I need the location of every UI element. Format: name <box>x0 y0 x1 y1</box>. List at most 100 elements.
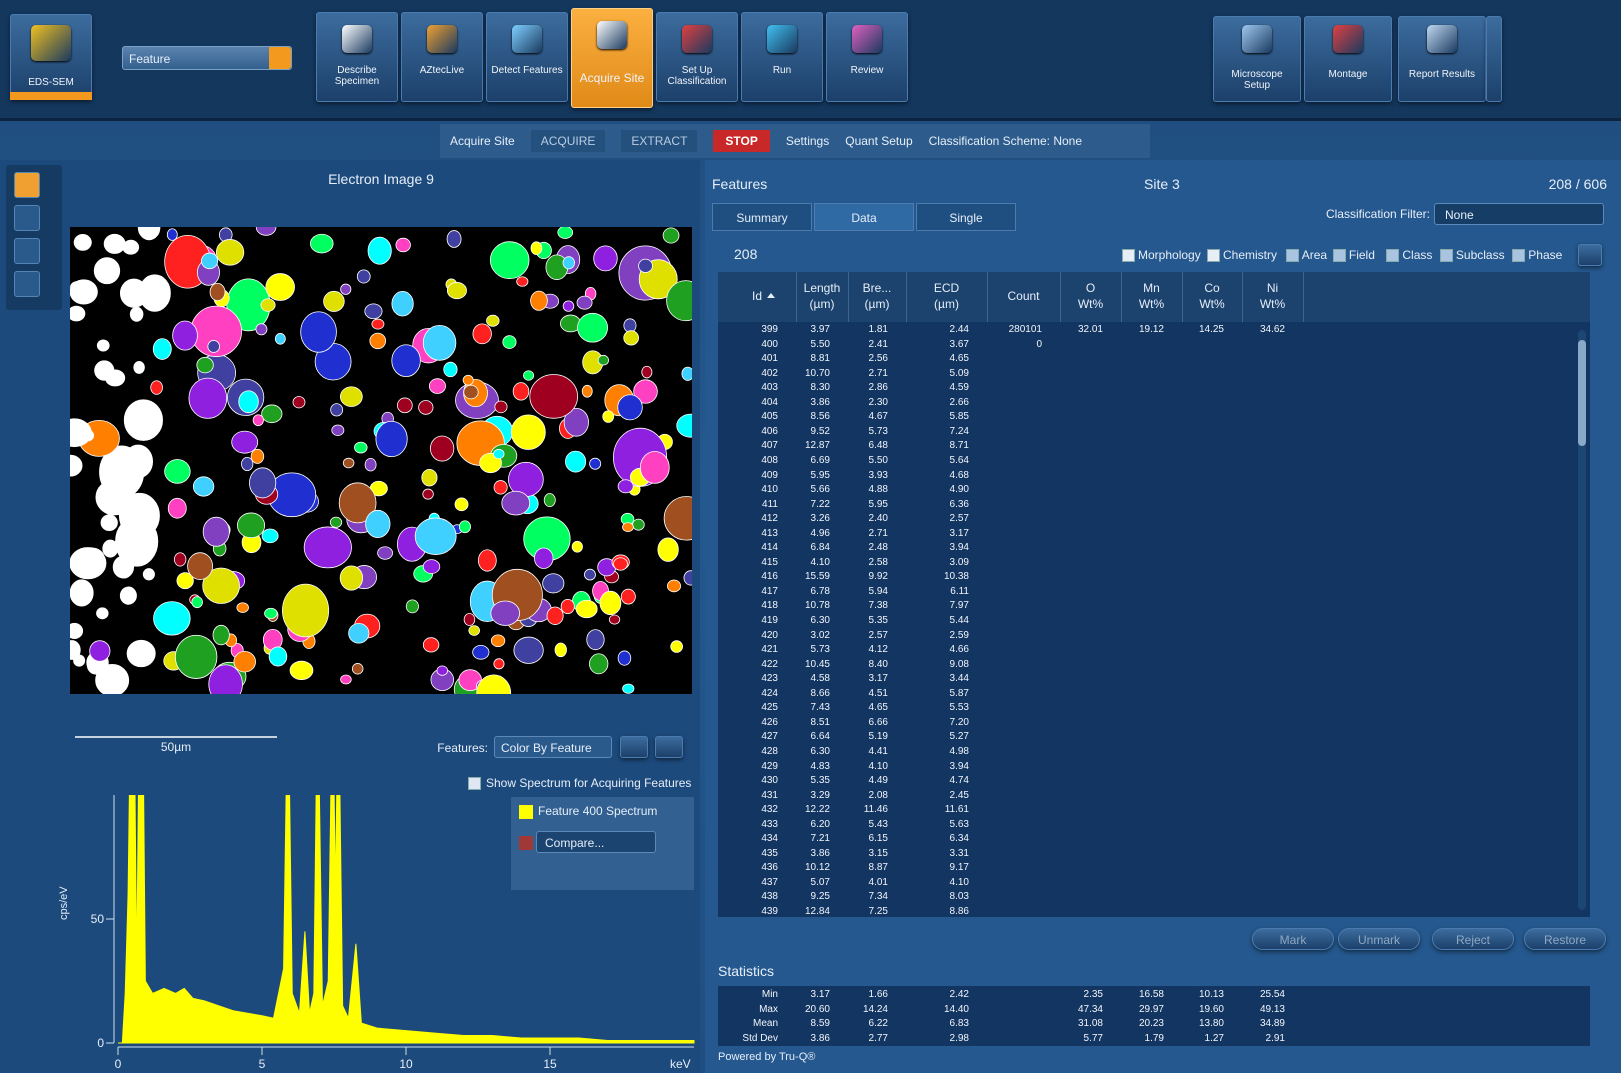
filter-dropdown[interactable]: None <box>1434 203 1604 225</box>
table-cell: 9.52 <box>810 425 830 437</box>
table-cell: 9.92 <box>868 571 888 583</box>
table-cell: 2.66 <box>949 396 969 408</box>
statistics-label: Std Dev <box>742 1032 778 1044</box>
compare-dropdown[interactable]: Compare... <box>536 831 656 853</box>
tab[interactable]: Data <box>814 203 914 231</box>
action-button[interactable]: Mark <box>1252 928 1334 950</box>
table-cell: 433 <box>761 818 778 830</box>
statistics-value: 49.13 <box>1259 1003 1285 1015</box>
workflow-step[interactable]: Describe Specimen <box>316 12 398 102</box>
particle <box>571 540 583 553</box>
particle <box>196 356 214 374</box>
toggle-checkbox[interactable] <box>1122 249 1135 262</box>
workflow-step[interactable]: Acquire Site <box>571 8 653 108</box>
workflow-step[interactable]: Run <box>741 12 823 102</box>
column-title[interactable]: O <box>1085 281 1096 295</box>
column-title[interactable]: Co <box>1204 281 1220 295</box>
particle <box>233 651 256 673</box>
toggle-checkbox[interactable] <box>1512 249 1526 262</box>
particle <box>209 282 226 302</box>
action-button[interactable]: Unmark <box>1338 928 1420 950</box>
particle <box>565 450 587 473</box>
column-title[interactable]: Bre... <box>862 281 892 295</box>
particle <box>255 227 277 236</box>
workflow-step[interactable]: Detect Features <box>486 12 568 102</box>
particle <box>342 457 355 469</box>
particle <box>599 590 622 616</box>
column-title[interactable]: Mn <box>1143 281 1160 295</box>
workflow-step[interactable]: AZtecLive <box>401 12 483 102</box>
column-title[interactable]: Length <box>803 281 841 295</box>
color-mode-dropdown[interactable]: Color By Feature <box>494 736 612 758</box>
particle <box>576 295 593 310</box>
action-button[interactable]: Reject <box>1432 928 1514 950</box>
statistics-value: 1.79 <box>1144 1032 1164 1044</box>
table-cell: 4.49 <box>868 775 888 787</box>
workflow-dropdown[interactable]: Feature <box>122 46 292 70</box>
particle <box>261 404 283 424</box>
view-tool[interactable] <box>14 172 40 198</box>
edit-button[interactable] <box>1578 244 1602 266</box>
column-title[interactable]: Count <box>1007 289 1040 303</box>
view-tool[interactable] <box>14 271 40 297</box>
toggle-label: Phase <box>1528 248 1563 262</box>
particle <box>365 509 391 538</box>
table-cell: 2.57 <box>949 513 969 525</box>
step-label: Describe Specimen <box>334 65 380 87</box>
table-cell: 8.71 <box>949 440 969 452</box>
table-cell: 400 <box>761 338 778 350</box>
spectrum-checkbox[interactable] <box>468 777 481 790</box>
particle <box>331 424 345 436</box>
action-stop[interactable]: STOP <box>713 130 770 152</box>
table-cell: 8.86 <box>949 906 969 917</box>
table-cell: 4.10 <box>810 556 830 568</box>
tool-button[interactable]: Report Results <box>1398 16 1486 102</box>
table-cell: 9.25 <box>810 891 830 903</box>
table-cell: 7.34 <box>868 891 888 903</box>
action-settings[interactable]: Settings <box>785 134 830 148</box>
particle <box>93 257 121 285</box>
particle <box>119 586 137 605</box>
table-cell: 6.64 <box>810 731 830 743</box>
action-quant-setup[interactable]: Quant Setup <box>845 134 913 148</box>
workflow-step[interactable]: Review <box>826 12 908 102</box>
toggle-checkbox[interactable] <box>1439 249 1453 262</box>
particle <box>192 476 215 497</box>
tools-menu[interactable] <box>1486 16 1502 102</box>
particle <box>428 378 446 394</box>
toggle-checkbox[interactable] <box>1285 249 1299 262</box>
particle <box>557 227 574 239</box>
table-cell: 10.45 <box>804 658 830 670</box>
action-button[interactable]: Restore <box>1524 928 1606 950</box>
particle <box>633 379 658 404</box>
column-title[interactable]: ECD <box>933 281 960 295</box>
particle <box>238 390 259 414</box>
column-title[interactable]: Id <box>751 289 762 303</box>
statistics-value: 1.66 <box>868 989 888 1000</box>
particle <box>70 579 94 607</box>
particle <box>173 552 187 567</box>
particle <box>513 636 544 664</box>
statistics-value: 20.60 <box>804 1003 830 1015</box>
toggle-checkbox[interactable] <box>1386 249 1400 262</box>
particle <box>414 517 457 555</box>
display-button[interactable] <box>620 736 648 758</box>
statistics-value: 14.24 <box>862 1003 888 1015</box>
toggle-checkbox[interactable] <box>1207 249 1220 262</box>
tool-button[interactable]: Microscope Setup <box>1213 16 1301 102</box>
action-acquire[interactable]: ACQUIRE <box>530 130 606 152</box>
column-title[interactable]: Ni <box>1266 281 1279 295</box>
tab[interactable]: Summary <box>712 203 812 231</box>
mode-button[interactable]: EDS-SEM <box>10 14 92 100</box>
view-tool[interactable] <box>14 238 40 264</box>
particle <box>670 640 683 653</box>
tab[interactable]: Single <box>916 203 1016 231</box>
workflow-step[interactable]: Set Up Classification <box>656 12 738 102</box>
tool-button[interactable]: Montage <box>1304 16 1392 102</box>
display-button[interactable] <box>655 736 683 758</box>
particle <box>422 637 440 653</box>
action-extract[interactable]: EXTRACT <box>621 130 698 152</box>
view-tool[interactable] <box>14 205 40 231</box>
particle <box>534 547 554 569</box>
toggle-checkbox[interactable] <box>1332 249 1346 262</box>
